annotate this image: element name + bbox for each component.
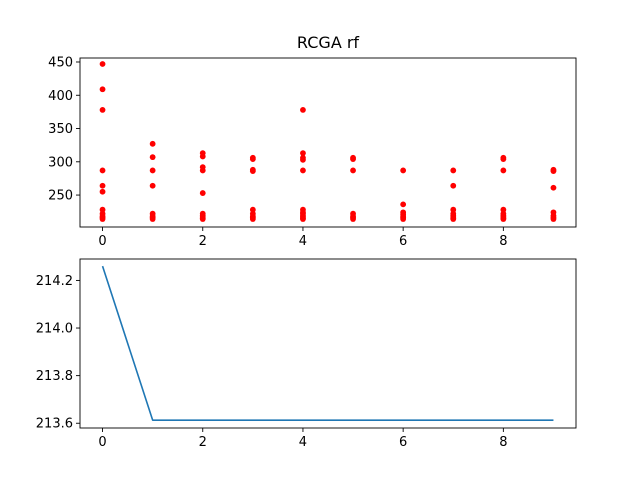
scatter-point bbox=[149, 167, 156, 174]
scatter-point bbox=[300, 106, 306, 113]
top-x-tick-label: 0 bbox=[98, 234, 106, 249]
line-subplot: 0 2 4 6 8 213.6 213.8 214.0 214.2 bbox=[36, 258, 577, 450]
scatter-subplot: RCGA rf 0 2 4 6 8 250 300 350 400 450 bbox=[48, 33, 577, 249]
scatter-point bbox=[149, 182, 156, 189]
scatter-point bbox=[300, 150, 306, 157]
scatter-point bbox=[99, 167, 106, 174]
scatter-point bbox=[450, 206, 457, 213]
bottom-frame bbox=[79, 258, 577, 429]
scatter-point bbox=[300, 156, 306, 163]
bottom-y-tick-label: 214.2 bbox=[36, 274, 73, 289]
scatter-point bbox=[149, 216, 156, 222]
scatter-point bbox=[400, 216, 407, 222]
top-x-tick-label: 8 bbox=[499, 234, 507, 249]
scatter-point bbox=[350, 167, 356, 174]
scatter-point bbox=[199, 216, 206, 222]
scatter-point bbox=[99, 188, 106, 195]
scatter-point bbox=[550, 168, 557, 175]
scatter-point bbox=[149, 154, 156, 161]
scatter-point bbox=[249, 206, 256, 213]
top-x-tick-label: 4 bbox=[299, 234, 307, 249]
scatter-point bbox=[400, 167, 407, 174]
bottom-y-tick-label: 213.8 bbox=[36, 369, 73, 384]
scatter-point bbox=[99, 216, 106, 222]
scatter-point bbox=[450, 182, 457, 189]
scatter-point bbox=[249, 156, 256, 163]
scatter-point bbox=[350, 216, 356, 222]
top-y-tick-label: 350 bbox=[48, 122, 73, 137]
scatter-point bbox=[199, 190, 206, 196]
top-y-tick-label: 400 bbox=[48, 89, 73, 104]
scatter-point bbox=[350, 156, 356, 163]
top-frame bbox=[79, 57, 577, 228]
scatter-point bbox=[199, 167, 206, 174]
scatter-point bbox=[500, 167, 507, 174]
top-y-tick-label: 450 bbox=[48, 55, 73, 70]
top-x-tick-label: 2 bbox=[199, 234, 207, 249]
scatter-point bbox=[99, 206, 106, 213]
axes-frame-top: 0 2 4 6 8 250 300 350 400 450 bbox=[48, 55, 577, 249]
scatter-points bbox=[99, 61, 557, 222]
bottom-y-tick-label: 214.0 bbox=[36, 322, 73, 337]
chart-title: RCGA rf bbox=[297, 33, 360, 52]
series-line bbox=[101, 265, 554, 421]
bottom-x-tick-label: 0 bbox=[98, 435, 106, 450]
scatter-point bbox=[300, 216, 306, 222]
scatter-point bbox=[550, 184, 557, 191]
scatter-point bbox=[249, 216, 256, 222]
scatter-point bbox=[450, 167, 457, 174]
top-y-tick-label: 250 bbox=[48, 189, 73, 204]
scatter-point bbox=[99, 86, 106, 93]
scatter-point bbox=[550, 216, 557, 222]
scatter-point bbox=[99, 106, 106, 113]
scatter-point bbox=[500, 216, 507, 222]
bottom-x-tick-label: 6 bbox=[399, 435, 407, 450]
scatter-point bbox=[400, 201, 407, 208]
scatter-point bbox=[149, 140, 156, 147]
axes-frame-bottom: 0 2 4 6 8 213.6 213.8 214.0 214.2 bbox=[36, 258, 577, 450]
scatter-point bbox=[450, 216, 457, 222]
scatter-point bbox=[300, 167, 306, 174]
scatter-point bbox=[249, 168, 256, 175]
scatter-point bbox=[99, 182, 106, 189]
scatter-point bbox=[199, 153, 206, 160]
scatter-point bbox=[500, 156, 507, 163]
top-y-tick-label: 300 bbox=[48, 155, 73, 170]
bottom-x-tick-label: 8 bbox=[499, 435, 507, 450]
bottom-x-tick-label: 2 bbox=[199, 435, 207, 450]
bottom-x-tick-label: 4 bbox=[299, 435, 307, 450]
scatter-point bbox=[500, 206, 507, 213]
top-x-tick-label: 6 bbox=[399, 234, 407, 249]
bottom-y-tick-label: 213.6 bbox=[36, 417, 73, 432]
scatter-point bbox=[99, 61, 106, 67]
line-series bbox=[101, 265, 554, 421]
